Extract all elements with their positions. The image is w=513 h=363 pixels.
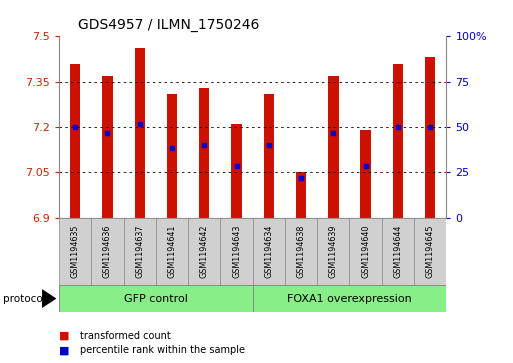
Bar (167, 94, 177, 218)
Polygon shape (42, 289, 56, 308)
Text: ■: ■ (59, 331, 69, 341)
Text: GSM1194641: GSM1194641 (167, 225, 176, 278)
Bar (59, 285, 252, 311)
Bar (328, 76, 339, 218)
Bar (231, 124, 242, 218)
Bar (349, 218, 382, 285)
Text: GSM1194636: GSM1194636 (103, 225, 112, 278)
Text: GFP control: GFP control (124, 294, 188, 303)
Text: GSM1194634: GSM1194634 (264, 225, 273, 278)
Bar (361, 130, 371, 218)
Bar (285, 218, 317, 285)
Bar (252, 285, 446, 311)
Bar (91, 218, 124, 285)
Bar (317, 218, 349, 285)
Bar (188, 218, 221, 285)
Text: GSM1194643: GSM1194643 (232, 225, 241, 278)
Bar (134, 48, 145, 218)
Bar (252, 218, 285, 285)
Bar (393, 64, 403, 218)
Text: ■: ■ (59, 345, 69, 355)
Text: FOXA1 overexpression: FOXA1 overexpression (287, 294, 412, 303)
Text: GSM1194642: GSM1194642 (200, 225, 209, 278)
Text: GSM1194635: GSM1194635 (71, 225, 80, 278)
Text: GSM1194644: GSM1194644 (393, 225, 402, 278)
Text: GDS4957 / ILMN_1750246: GDS4957 / ILMN_1750246 (78, 19, 260, 33)
Bar (124, 218, 156, 285)
Bar (70, 64, 81, 218)
Bar (221, 218, 252, 285)
Bar (414, 218, 446, 285)
Bar (296, 172, 306, 218)
Text: GSM1194639: GSM1194639 (329, 225, 338, 278)
Text: GSM1194637: GSM1194637 (135, 225, 144, 278)
Text: transformed count: transformed count (80, 331, 170, 341)
Bar (264, 94, 274, 218)
Bar (199, 88, 209, 218)
Text: GSM1194638: GSM1194638 (297, 225, 306, 278)
Bar (59, 218, 91, 285)
Bar (425, 57, 436, 218)
Bar (102, 76, 112, 218)
Text: GSM1194640: GSM1194640 (361, 225, 370, 278)
Text: GSM1194645: GSM1194645 (426, 225, 435, 278)
Text: percentile rank within the sample: percentile rank within the sample (80, 345, 245, 355)
Text: protocol: protocol (3, 294, 45, 303)
Bar (156, 218, 188, 285)
Bar (382, 218, 414, 285)
